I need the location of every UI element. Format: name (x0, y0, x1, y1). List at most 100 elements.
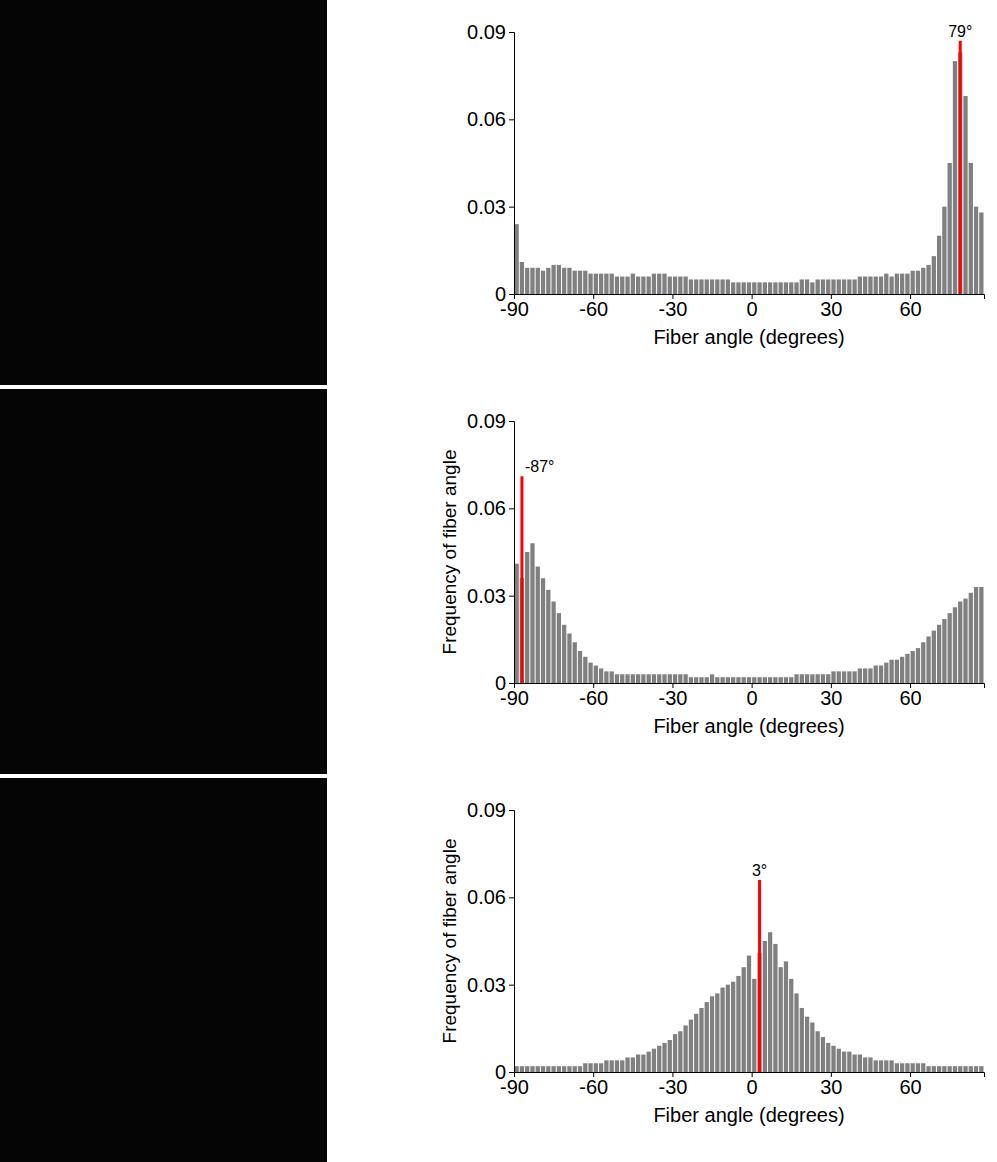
bar (615, 674, 619, 683)
bar (652, 274, 656, 294)
bar (916, 271, 920, 294)
bar (889, 660, 893, 683)
bar (969, 163, 973, 294)
y-axis-line (509, 422, 515, 684)
y-tick-label: 0 (495, 283, 506, 305)
bar (821, 279, 825, 294)
bar (615, 1060, 619, 1072)
bar (636, 277, 640, 294)
bar (874, 666, 878, 683)
bar (953, 607, 957, 683)
histogram-panel: -87°-90-60-300306000.030.060.09Fiber ang… (439, 410, 984, 737)
bar (916, 1063, 920, 1072)
bar (747, 282, 751, 294)
bar (805, 279, 809, 294)
x-tick-label: -60 (579, 687, 608, 709)
bar (710, 674, 714, 683)
x-tick: -30 (658, 683, 687, 709)
bar (742, 677, 746, 683)
y-tick-mark (509, 683, 514, 684)
bar (794, 282, 798, 294)
bar (557, 1066, 561, 1072)
bar (678, 1031, 682, 1072)
x-tick-label: 30 (820, 298, 842, 320)
y-tick-mark (509, 421, 514, 422)
bar (578, 651, 582, 683)
bar (636, 674, 640, 683)
bar (536, 1066, 540, 1072)
bar (821, 674, 825, 683)
x-tick: 60 (899, 1072, 921, 1098)
bar (715, 993, 719, 1072)
bar (567, 1066, 571, 1072)
bar (921, 268, 925, 294)
bar (958, 1066, 962, 1072)
bar (726, 279, 730, 294)
bar (747, 677, 751, 683)
bar (868, 668, 872, 683)
bar (816, 1031, 820, 1072)
bar (852, 279, 856, 294)
bar (530, 268, 534, 294)
bar (652, 1049, 656, 1072)
bar (810, 1023, 814, 1072)
bar (963, 599, 967, 683)
y-axis: 00.030.060.09 (467, 799, 514, 1083)
bar (789, 282, 793, 294)
bar (937, 625, 941, 683)
bar (715, 279, 719, 294)
y-axis: 00.030.060.09 (467, 410, 514, 694)
bar (926, 1066, 930, 1072)
x-tick: 30 (820, 683, 842, 709)
bar (541, 1066, 545, 1072)
bar (525, 268, 529, 294)
y-tick-label: 0 (495, 1061, 506, 1083)
bar (720, 988, 724, 1072)
bar (926, 265, 930, 294)
bar (948, 613, 952, 683)
bar (779, 677, 783, 683)
y-tick: 0.03 (467, 196, 514, 218)
bar (800, 279, 804, 294)
bar (752, 282, 756, 294)
bar (631, 674, 635, 683)
bar (641, 674, 645, 683)
peak-line (520, 476, 523, 683)
bar (942, 1066, 946, 1072)
bar (937, 1066, 941, 1072)
bar (668, 674, 672, 683)
bar (551, 1066, 555, 1072)
bar (847, 279, 851, 294)
bar (641, 1055, 645, 1072)
bar (647, 674, 651, 683)
bar (726, 985, 730, 1072)
y-tick: 0.09 (467, 21, 514, 43)
bar (604, 671, 608, 683)
bar (673, 277, 677, 294)
x-tick: 60 (899, 294, 921, 320)
bar (942, 619, 946, 683)
bar (662, 1043, 666, 1072)
bar (530, 543, 534, 683)
bar (699, 279, 703, 294)
x-tick-label: 30 (820, 1076, 842, 1098)
bar (863, 1057, 867, 1072)
bar (625, 674, 629, 683)
bar (657, 674, 661, 683)
bar (747, 956, 751, 1072)
bar (837, 279, 841, 294)
bar (525, 1066, 529, 1072)
bar (911, 651, 915, 683)
y-tick: 0.06 (467, 497, 514, 519)
bar (932, 1066, 936, 1072)
x-tick-label: -60 (579, 298, 608, 320)
bar (578, 1066, 582, 1072)
bar (773, 677, 777, 683)
bar (620, 674, 624, 683)
bar (805, 1017, 809, 1072)
bar (530, 1066, 534, 1072)
bar (963, 96, 967, 294)
bar (689, 279, 693, 294)
bar (610, 274, 614, 294)
bar (652, 674, 656, 683)
